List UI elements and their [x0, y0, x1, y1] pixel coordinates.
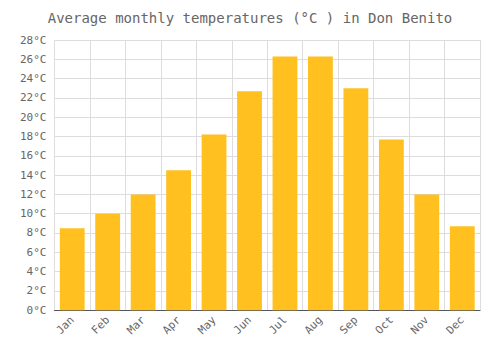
svg-text:0°C: 0°C [27, 304, 47, 317]
svg-text:Jun: Jun [231, 314, 254, 337]
svg-text:Average monthly temperatures (: Average monthly temperatures (°C ) in Do… [48, 10, 453, 26]
svg-text:2°C: 2°C [27, 284, 47, 297]
svg-text:8°C: 8°C [27, 226, 47, 239]
svg-text:Mar: Mar [125, 313, 148, 336]
svg-text:24°C: 24°C [20, 72, 47, 85]
svg-text:26°C: 26°C [20, 53, 47, 66]
svg-text:Apr: Apr [160, 313, 183, 336]
svg-text:Oct: Oct [373, 314, 396, 337]
svg-text:10°C: 10°C [20, 207, 47, 220]
svg-text:16°C: 16°C [20, 149, 47, 162]
svg-text:4°C: 4°C [27, 265, 47, 278]
svg-text:14°C: 14°C [20, 169, 47, 182]
svg-text:18°C: 18°C [20, 130, 47, 143]
svg-text:28°C: 28°C [20, 34, 47, 47]
svg-text:Dec: Dec [444, 314, 467, 337]
svg-text:Jul: Jul [266, 314, 289, 337]
svg-text:May: May [195, 313, 218, 336]
svg-text:12°C: 12°C [20, 188, 47, 201]
svg-text:Jan: Jan [54, 314, 77, 337]
svg-text:Sep: Sep [337, 314, 360, 337]
svg-text:Feb: Feb [89, 314, 112, 337]
svg-text:6°C: 6°C [27, 246, 47, 259]
svg-text:20°C: 20°C [20, 111, 47, 124]
svg-text:22°C: 22°C [20, 91, 47, 104]
svg-text:Aug: Aug [302, 314, 325, 337]
svg-text:Nov: Nov [408, 313, 431, 336]
